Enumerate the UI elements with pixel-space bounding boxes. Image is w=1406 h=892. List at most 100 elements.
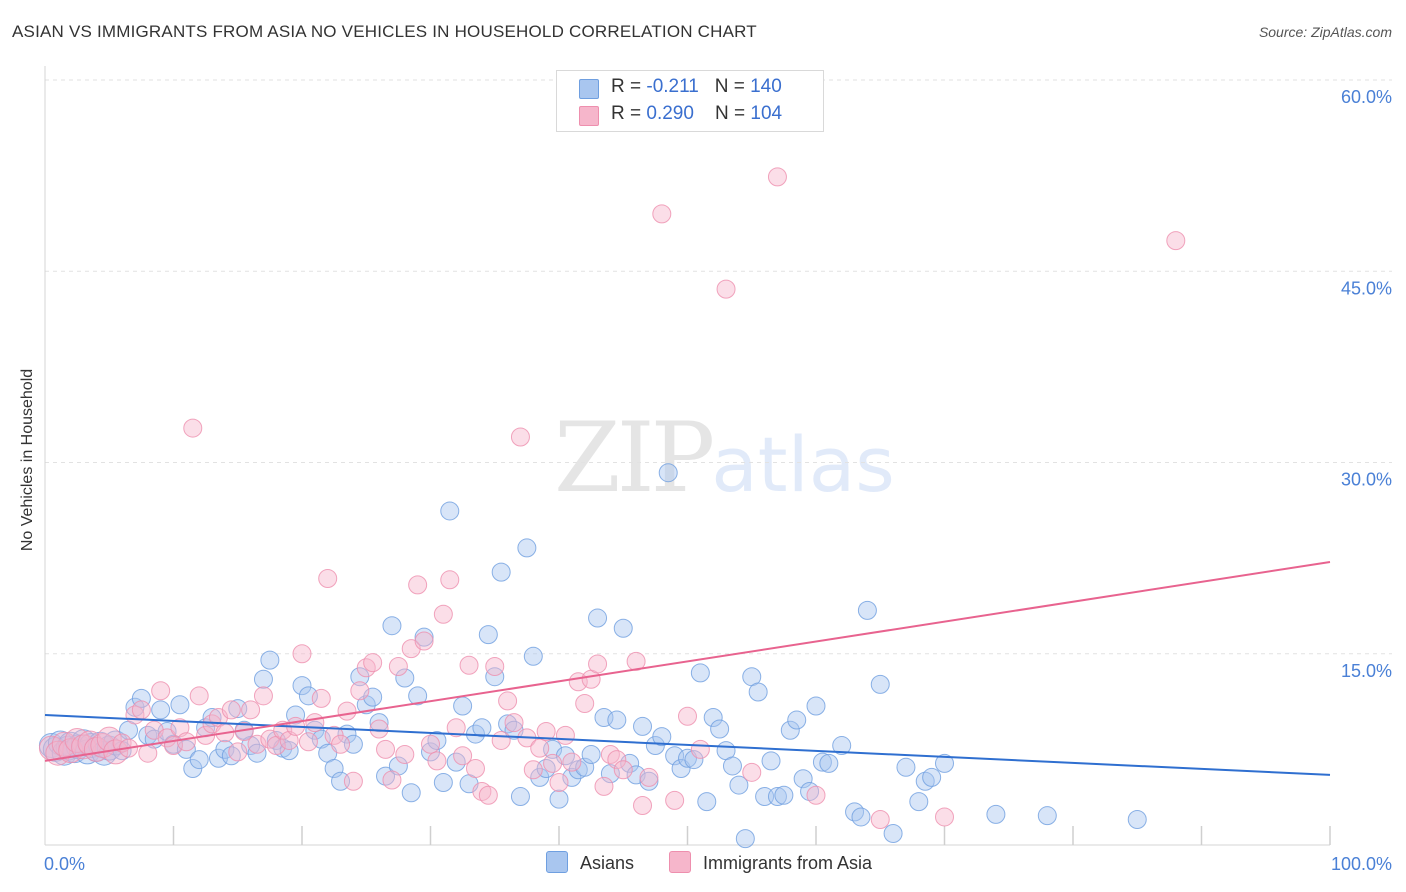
n-value: 104 [750, 103, 783, 124]
data-point [369, 713, 389, 733]
trend-line [44, 560, 1331, 762]
data-point [562, 752, 582, 772]
data-point [151, 681, 171, 701]
axes [44, 66, 1331, 846]
data-point [523, 760, 543, 780]
data-point [909, 792, 929, 812]
data-point [170, 718, 190, 738]
data-point [414, 631, 434, 651]
r-label: R = [611, 103, 647, 124]
data-point [253, 669, 273, 689]
trend-line [44, 713, 1331, 776]
data-point [71, 734, 97, 760]
grid-lines [45, 79, 1392, 655]
legend-label: Immigrants from Asia [703, 853, 873, 873]
data-point [613, 760, 633, 780]
data-point [935, 807, 954, 827]
data-point [806, 696, 826, 716]
legend-text: R = -0.211 N = 140 [611, 76, 782, 98]
n-label: N = [715, 103, 751, 124]
data-point [183, 418, 203, 438]
data-point [684, 750, 704, 770]
data-point [722, 756, 742, 776]
data-point [491, 730, 511, 750]
data-point [536, 722, 556, 742]
data-point [935, 753, 954, 773]
data-point [228, 742, 248, 762]
data-point [658, 463, 678, 483]
data-point [427, 751, 447, 771]
data-point [189, 686, 209, 706]
data-point [581, 744, 601, 764]
data-point [382, 770, 402, 790]
y-tick-label: 30.0% [1341, 470, 1392, 490]
data-point [472, 718, 492, 738]
data-point [324, 759, 344, 778]
data-point [613, 618, 633, 638]
data-point [517, 538, 537, 558]
r-value: -0.211 [646, 76, 699, 97]
r-label: R = [611, 76, 647, 97]
data-point [350, 681, 370, 701]
data-point [369, 719, 389, 739]
legend-label: Asians [580, 853, 635, 873]
series-immigrants-from-asia [38, 167, 1186, 829]
data-point [793, 769, 813, 789]
legend-item-asians: Asians [546, 851, 634, 874]
data-point [433, 604, 453, 624]
data-point [678, 706, 697, 726]
data-point [491, 562, 511, 582]
data-point [896, 757, 916, 777]
data-point [382, 616, 402, 636]
data-point [337, 701, 357, 721]
data-point [703, 708, 723, 727]
data-point [388, 657, 408, 676]
y-axis-title: No Vehicles in Household [19, 368, 36, 552]
y-tick-label: 15.0% [1341, 661, 1392, 681]
data-point [767, 787, 787, 807]
data-point [253, 686, 273, 706]
data-point [600, 764, 620, 784]
x-tick-label: 100.0% [1331, 854, 1392, 874]
data-point [176, 739, 196, 759]
data-point [356, 658, 376, 678]
data-point [260, 650, 280, 670]
data-point [774, 785, 794, 805]
data-point [465, 759, 485, 778]
data-point [626, 651, 646, 671]
data-point [453, 696, 473, 716]
legend-item-immigrants: Immigrants from Asia [669, 851, 872, 874]
data-point [665, 790, 685, 810]
legend-swatch-immigrants [669, 851, 691, 873]
n-label: N = [714, 76, 751, 97]
chart-title: ASIAN VS IMMIGRANTS FROM ASIA NO VEHICLE… [12, 22, 757, 41]
data-point [851, 807, 871, 827]
data-point [279, 730, 299, 750]
data-point [440, 570, 460, 590]
watermark: ZIPatlas [554, 402, 895, 514]
data-point [986, 804, 1006, 824]
data-point [633, 795, 653, 815]
stats-legend: R = -0.211 N = 140 R = 0.290 N = 104 [556, 70, 824, 132]
data-point [652, 204, 672, 224]
data-point [600, 744, 620, 764]
legend-text: R = 0.290 N = 104 [611, 103, 782, 125]
data-point [401, 783, 421, 803]
data-point [440, 501, 460, 521]
data-point [485, 667, 505, 687]
data-point [170, 695, 190, 715]
data-point [71, 729, 97, 755]
data-point [543, 753, 563, 773]
data-point [331, 734, 351, 754]
y-tick-label: 45.0% [1341, 278, 1392, 298]
data-point [305, 713, 325, 733]
n-value: 140 [750, 76, 782, 97]
data-point [221, 700, 241, 720]
data-point [562, 767, 582, 787]
data-point [478, 785, 498, 805]
data-point [363, 653, 383, 673]
data-point [748, 682, 768, 702]
data-point [510, 787, 530, 807]
data-point [395, 744, 415, 764]
trend-lines [44, 560, 1331, 776]
